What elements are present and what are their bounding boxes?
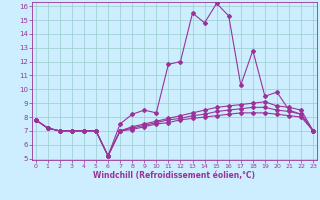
X-axis label: Windchill (Refroidissement éolien,°C): Windchill (Refroidissement éolien,°C) (93, 171, 255, 180)
